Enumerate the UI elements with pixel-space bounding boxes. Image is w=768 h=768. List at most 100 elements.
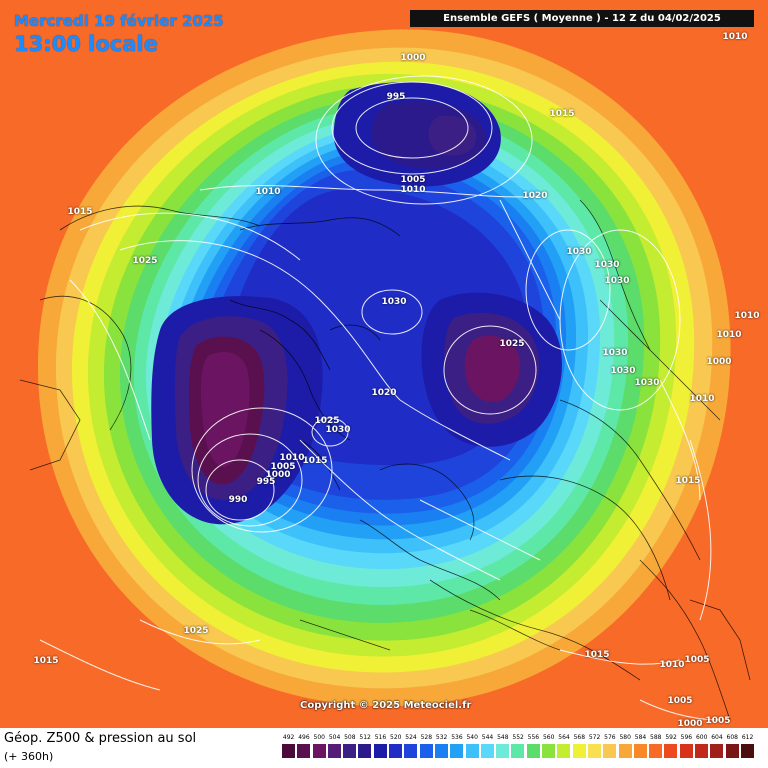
scale-value: 612: [741, 734, 754, 741]
scale-swatch: [327, 744, 341, 758]
scale-swatch: [404, 744, 418, 758]
scale-swatch: [679, 744, 693, 758]
scale-value: 564: [558, 734, 570, 741]
scale-value: 508: [344, 734, 356, 741]
isobar-label: 1005: [270, 462, 296, 472]
isobar-label: 995: [256, 477, 276, 487]
scale-swatch: [389, 744, 403, 758]
isobar-label: 995: [386, 92, 406, 102]
scale-entry: 584: [633, 734, 648, 766]
isobar-label: 1005: [684, 655, 710, 665]
isobar-label: 1030: [594, 260, 620, 270]
scale-swatch: [725, 744, 739, 758]
isobar-label: 1020: [522, 191, 548, 201]
forecast-local-time: 13:00 locale: [14, 32, 158, 56]
scale-entry: 564: [556, 734, 571, 766]
isobar-label: 1000: [265, 470, 291, 480]
scale-swatch: [603, 744, 617, 758]
scale-value: 592: [665, 734, 677, 741]
scale-entry: 512: [357, 734, 372, 766]
scale-entry: 556: [526, 734, 541, 766]
scale-entry: 552: [510, 734, 525, 766]
scale-value: 608: [726, 734, 738, 741]
isobar-label: 1030: [602, 348, 628, 358]
scale-swatch: [526, 744, 540, 758]
isobar-label: 1000: [677, 719, 703, 729]
scale-entry: 572: [587, 734, 602, 766]
scale-entry: 568: [572, 734, 587, 766]
isobar-label: 1025: [314, 416, 340, 426]
scale-entry: 560: [541, 734, 556, 766]
scale-value: 540: [466, 734, 478, 741]
geopotential-map: [0, 0, 768, 728]
scale-value: 568: [573, 734, 586, 741]
scale-entry: 540: [465, 734, 480, 766]
isobar-label: 1005: [705, 716, 731, 726]
isobar-label: 1015: [302, 456, 328, 466]
isobar-label: 1010: [716, 330, 742, 340]
z500-low-north-inner: [428, 115, 477, 156]
scale-entry: 580: [618, 734, 633, 766]
scale-entry: 592: [663, 734, 678, 766]
isobar-label: 1030: [566, 247, 592, 257]
isobar-label: 1025: [183, 626, 209, 636]
scale-value: 500: [313, 734, 325, 741]
scale-swatch: [664, 744, 678, 758]
isobar-label: 1030: [634, 378, 660, 388]
isobar-label: 1010: [734, 311, 760, 321]
isobar-label: 990: [228, 495, 248, 505]
scale-entry: 608: [725, 734, 740, 766]
scale-entry: 596: [679, 734, 694, 766]
isobar-label: 1005: [400, 175, 426, 185]
isobar-label: 1015: [33, 656, 59, 666]
scale-entry: 588: [648, 734, 663, 766]
scale-swatch: [419, 744, 433, 758]
scale-value: 588: [650, 734, 662, 741]
scale-entry: 492: [281, 734, 296, 766]
scale-entry: 600: [694, 734, 709, 766]
scale-swatch: [542, 744, 556, 758]
scale-swatch: [557, 744, 571, 758]
scale-value: 528: [420, 734, 433, 741]
scale-swatch: [572, 744, 586, 758]
scale-swatch: [511, 744, 525, 758]
footer-bar: Géop. Z500 & pression au sol (+ 360h) 49…: [0, 728, 768, 768]
scale-entry: 524: [403, 734, 418, 766]
model-run-info: Ensemble GEFS ( Moyenne ) - 12 Z du 04/0…: [410, 10, 754, 27]
scale-value: 556: [527, 734, 540, 741]
scale-swatch: [633, 744, 647, 758]
scale-entry: 500: [312, 734, 327, 766]
scale-value: 536: [451, 734, 463, 741]
isobar-label: 1025: [499, 339, 525, 349]
copyright-notice: Copyright © 2025 Meteociel.fr: [300, 700, 472, 711]
scale-value: 572: [588, 734, 601, 741]
scale-swatch: [618, 744, 632, 758]
scale-swatch: [297, 744, 311, 758]
scale-swatch: [740, 744, 754, 758]
isobar-label: 1015: [549, 109, 575, 119]
isobar-label: 1030: [604, 276, 630, 286]
scale-value: 600: [695, 734, 708, 741]
scale-swatch: [373, 744, 387, 758]
scale-entry: 532: [434, 734, 449, 766]
isobar-label: 1000: [400, 53, 426, 63]
scale-entry: 516: [373, 734, 388, 766]
isobar-label: 1015: [67, 207, 93, 217]
isobar-label: 1010: [659, 660, 685, 670]
scale-swatch: [649, 744, 663, 758]
scale-entry: 576: [602, 734, 617, 766]
scale-entry: 508: [342, 734, 357, 766]
scale-swatch: [450, 744, 464, 758]
z500-low-east-inner: [464, 335, 521, 403]
isobar-label: 1015: [675, 476, 701, 486]
scale-value: 560: [542, 734, 555, 741]
scale-value: 596: [680, 734, 693, 741]
z500-color-scale: 492 496 500 504 508 512 516 520 524 528 532 536 540 5…: [281, 734, 755, 766]
isobar-label: 1010: [722, 32, 748, 42]
forecast-date: Mercredi 19 février 2025: [14, 12, 224, 30]
isobar-label: 1010: [255, 187, 281, 197]
isobar-label: 1030: [381, 297, 407, 307]
scale-entry: 536: [449, 734, 464, 766]
scale-value: 604: [711, 734, 723, 741]
